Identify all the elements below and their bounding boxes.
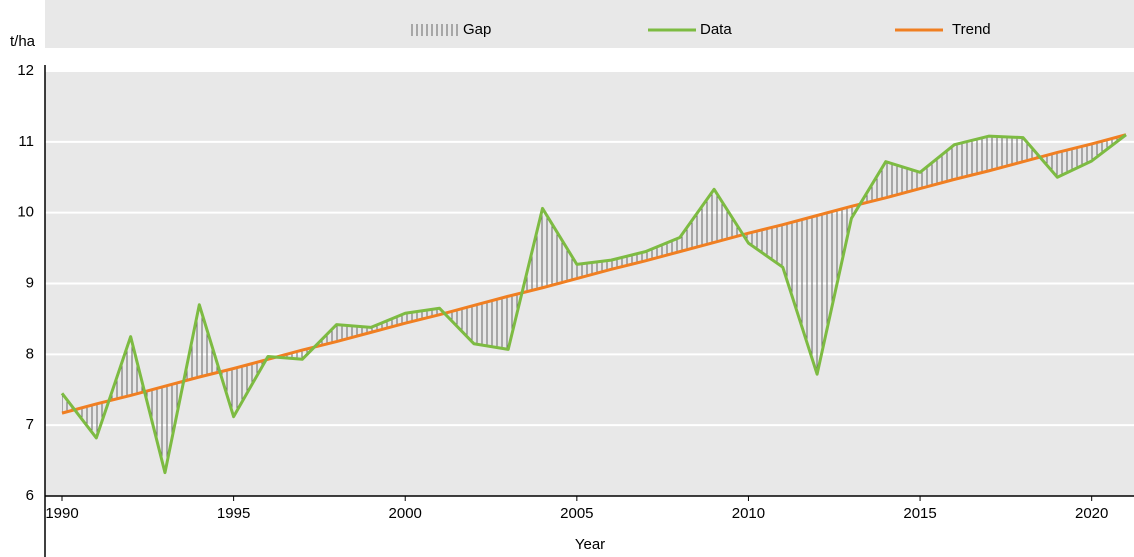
x-tick-label: 2020 bbox=[1075, 505, 1108, 522]
gap-area bbox=[62, 134, 1126, 473]
legend-band bbox=[45, 0, 1134, 48]
x-tick-label: 2000 bbox=[389, 505, 422, 522]
legend-label: Trend bbox=[952, 21, 991, 38]
y-tick-label: 7 bbox=[26, 416, 34, 433]
series-line bbox=[60, 133, 1127, 475]
x-tick-label: 2010 bbox=[732, 505, 765, 522]
x-tick-label: 2005 bbox=[560, 505, 593, 522]
y-tick-label: 9 bbox=[26, 274, 34, 291]
legend-gap-swatch bbox=[410, 24, 458, 36]
legend-label: Data bbox=[700, 21, 732, 38]
x-tick-label: 1995 bbox=[217, 505, 250, 522]
series-line bbox=[61, 133, 1127, 415]
y-tick-label: 10 bbox=[17, 204, 34, 221]
y-tick-label: 12 bbox=[17, 62, 34, 79]
y-tick-label: 6 bbox=[26, 487, 34, 504]
y-tick-label: 8 bbox=[26, 345, 34, 362]
x-tick-label: 1990 bbox=[45, 505, 78, 522]
y-axis-label: t/ha bbox=[10, 33, 36, 50]
x-axis-label: Year bbox=[575, 536, 605, 553]
legend-gap-label: Gap bbox=[463, 21, 491, 38]
y-tick-label: 11 bbox=[18, 133, 34, 150]
x-tick-label: 2015 bbox=[903, 505, 936, 522]
